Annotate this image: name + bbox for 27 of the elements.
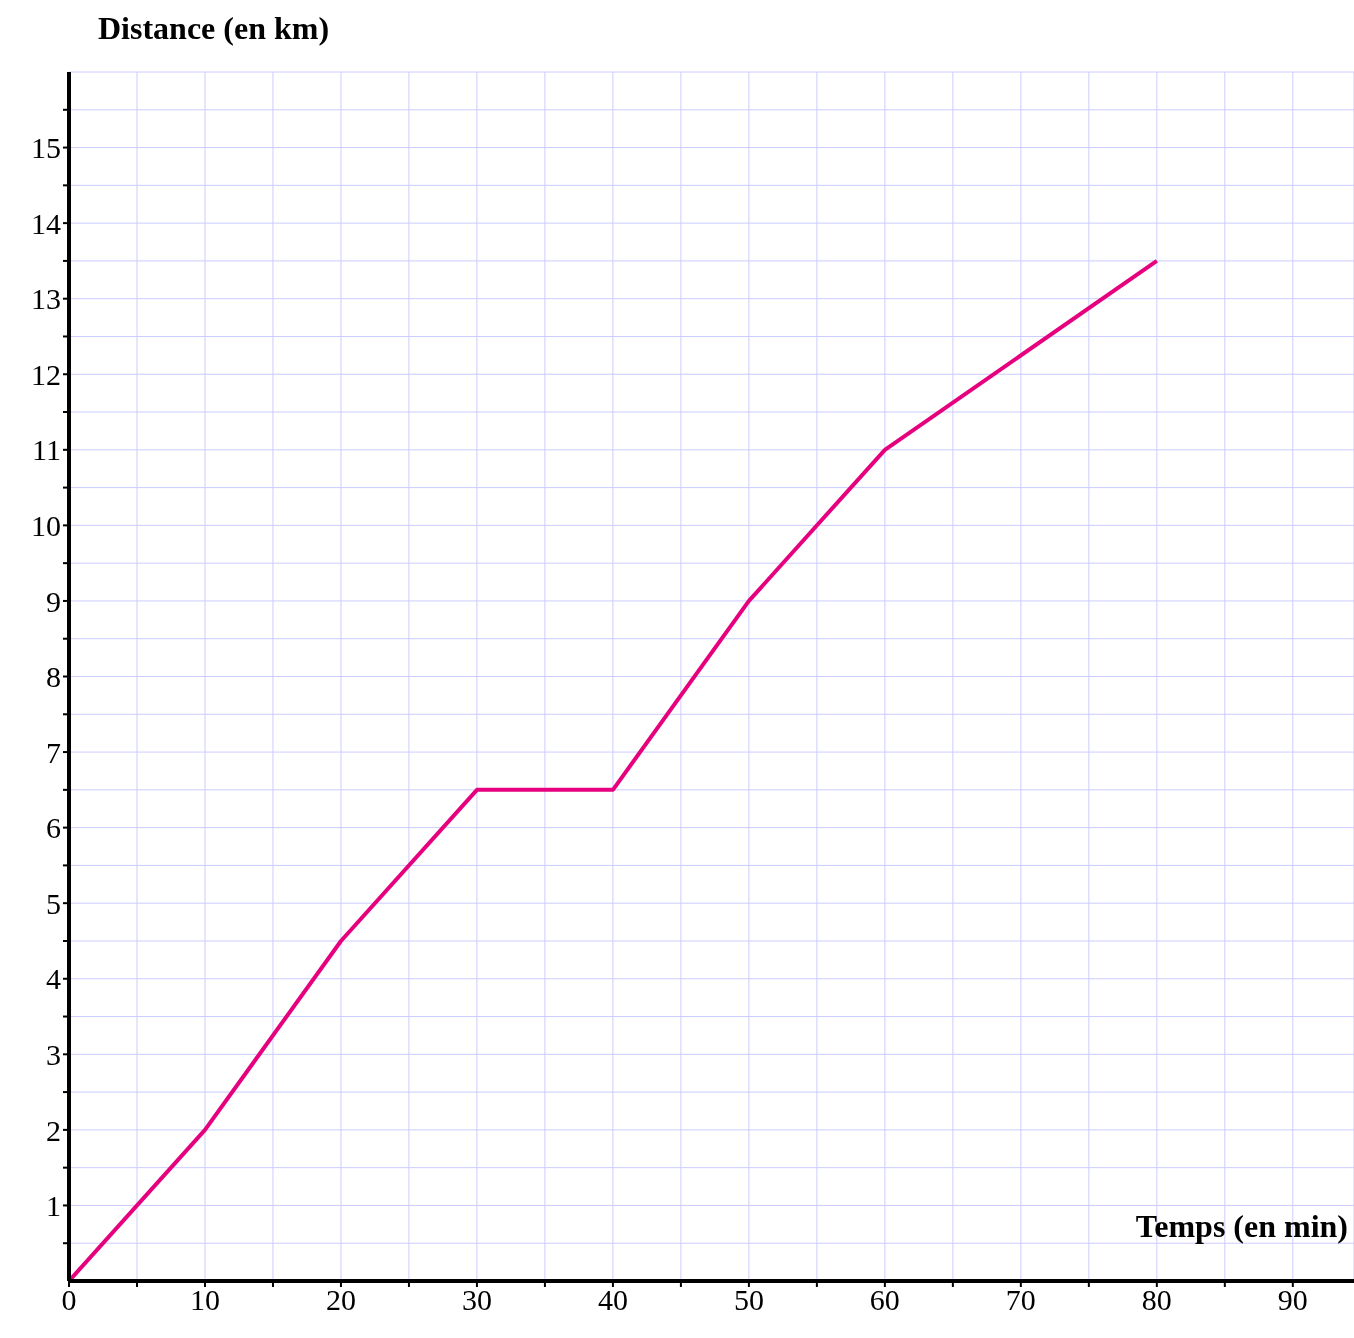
x-axis-title: Temps (en min) xyxy=(1135,1208,1348,1245)
y-axis-title: Distance (en km) xyxy=(98,10,330,47)
x-tick-label: 30 xyxy=(461,1283,492,1317)
x-tick-label: 90 xyxy=(1277,1283,1308,1317)
y-tick-label: 15 xyxy=(31,131,61,165)
x-tick-label: 70 xyxy=(1005,1283,1036,1317)
y-tick-label: 7 xyxy=(46,735,61,769)
y-tick-label: 13 xyxy=(31,282,61,316)
y-tick-label: 2 xyxy=(46,1113,61,1147)
y-tick-label: 10 xyxy=(31,509,61,543)
y-tick-label: 12 xyxy=(31,357,61,391)
x-tick-label: 50 xyxy=(733,1283,764,1317)
y-tick-label: 4 xyxy=(46,962,61,996)
x-tick-label: 0 xyxy=(61,1283,77,1317)
x-tick-label: 80 xyxy=(1141,1283,1172,1317)
x-tick-label: 40 xyxy=(597,1283,628,1317)
y-tick-label: 11 xyxy=(32,433,61,467)
x-tick-label: 10 xyxy=(189,1283,220,1317)
x-tick-label: 60 xyxy=(869,1283,900,1317)
y-tick-label: 14 xyxy=(31,206,61,240)
y-tick-label: 6 xyxy=(46,811,61,845)
x-tick-label: 20 xyxy=(325,1283,356,1317)
y-tick-label: 1 xyxy=(46,1189,61,1223)
y-tick-label: 5 xyxy=(46,886,61,920)
y-tick-label: 8 xyxy=(46,660,61,694)
y-tick-label: 3 xyxy=(46,1037,61,1071)
y-tick-label: 9 xyxy=(46,584,61,618)
